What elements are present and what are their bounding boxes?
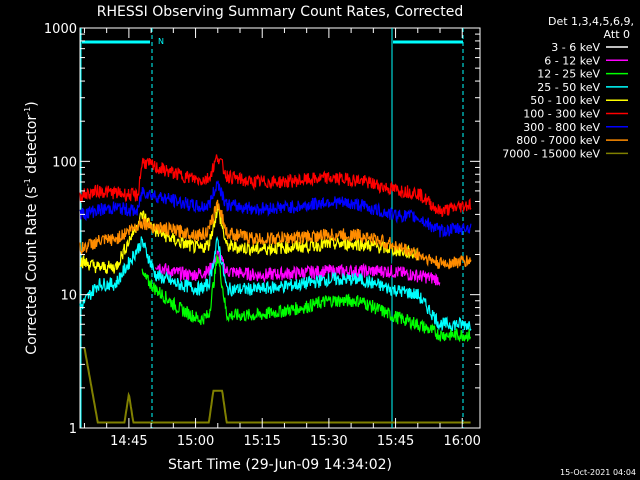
series-line-7 xyxy=(79,199,472,270)
footer-timestamp: 15-Oct-2021 04:04 xyxy=(560,468,636,477)
legend-label: 300 - 800 keV xyxy=(523,121,600,134)
legend-label: 3 - 6 keV xyxy=(551,41,600,54)
series-line-2 xyxy=(141,254,472,343)
series-line-1 xyxy=(155,250,441,287)
legend-label: 12 - 25 keV xyxy=(537,68,600,81)
x-tick-label: 15:30 xyxy=(310,434,347,449)
x-tick-label: 14:45 xyxy=(110,434,147,449)
x-tick-label: 15:00 xyxy=(177,434,214,449)
y-tick-label: 1000 xyxy=(44,22,77,37)
night-label: N xyxy=(158,37,164,46)
y-axis-label-mid: detector xyxy=(24,115,40,179)
y-axis-label: Corrected Count Rate (s-1 detector-1) xyxy=(23,101,40,354)
legend-label: 6 - 12 keV xyxy=(544,54,600,67)
legend-header-1: Det 1,3,4,5,6,9, xyxy=(548,15,634,28)
plot-frame xyxy=(79,27,481,429)
legend-label: 100 - 300 keV xyxy=(523,108,600,121)
y-tick-label: 100 xyxy=(52,155,77,170)
y-tick-label: 10 xyxy=(60,289,77,304)
legend-label: 800 - 7000 keV xyxy=(516,134,600,147)
x-axis-label: Start Time (29-Jun-09 14:34:02) xyxy=(168,457,392,473)
legend-label: 50 - 100 keV xyxy=(530,94,600,107)
y-ticks: 1000 100 10 1 xyxy=(44,22,480,437)
legend-label: 25 - 50 keV xyxy=(537,81,600,94)
x-tick-label: 16:00 xyxy=(443,434,480,449)
legend-header-2: Att 0 xyxy=(604,28,630,41)
x-ticks: 14:45 15:00 15:15 15:30 15:45 16:00 xyxy=(83,28,481,449)
series-line-5 xyxy=(79,154,472,218)
series-line-8 xyxy=(83,347,471,424)
legend-label: 7000 - 15000 keV xyxy=(502,147,600,160)
plot-area: 1000 100 10 1 14:45 15:00 15:15 15:30 15:45 16:0… xyxy=(44,22,481,449)
series-line-6 xyxy=(79,180,472,238)
series-line-3 xyxy=(79,236,472,331)
series-group xyxy=(79,154,472,424)
time-bands xyxy=(80,28,464,428)
y-axis-label-sup1: -1 xyxy=(23,178,32,186)
chart-title: RHESSI Observing Summary Count Rates, Co… xyxy=(97,4,463,20)
x-tick-label: 15:45 xyxy=(377,434,414,449)
y-tick-label: 1 xyxy=(69,422,77,437)
y-axis-label-sup2: -1 xyxy=(23,107,32,115)
y-axis-label-main: Corrected Count Rate (s xyxy=(24,186,40,354)
y-axis-label-end: ) xyxy=(24,101,40,106)
x-tick-label: 15:15 xyxy=(243,434,280,449)
